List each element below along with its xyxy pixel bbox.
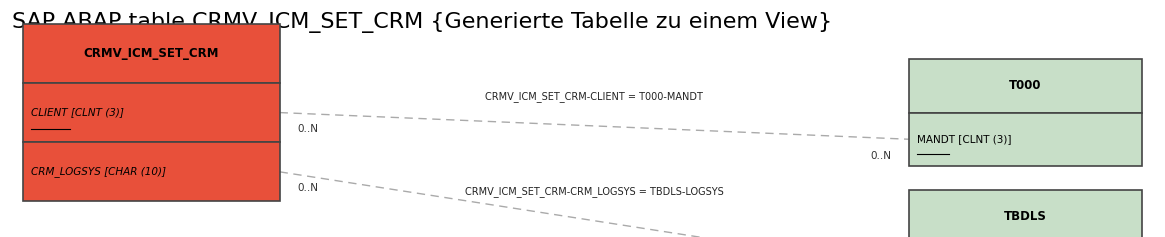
Text: 0..N: 0..N [297, 183, 318, 193]
Text: 0..N: 0..N [297, 124, 318, 134]
FancyBboxPatch shape [23, 24, 280, 83]
FancyBboxPatch shape [909, 59, 1142, 113]
Text: T000: T000 [1009, 79, 1042, 92]
FancyBboxPatch shape [23, 83, 280, 142]
Text: CRM_LOGSYS [CHAR (10)]: CRM_LOGSYS [CHAR (10)] [31, 166, 167, 177]
Text: 0..N: 0..N [870, 151, 891, 161]
FancyBboxPatch shape [909, 113, 1142, 166]
Text: TBDLS: TBDLS [1004, 210, 1046, 223]
FancyBboxPatch shape [909, 190, 1142, 237]
Text: CRMV_ICM_SET_CRM-CLIENT = T000-MANDT: CRMV_ICM_SET_CRM-CLIENT = T000-MANDT [485, 91, 704, 102]
Text: CRMV_ICM_SET_CRM: CRMV_ICM_SET_CRM [84, 47, 219, 60]
Text: CLIENT [CLNT (3)]: CLIENT [CLNT (3)] [31, 108, 125, 118]
Text: CRMV_ICM_SET_CRM-CRM_LOGSYS = TBDLS-LOGSYS: CRMV_ICM_SET_CRM-CRM_LOGSYS = TBDLS-LOGS… [465, 186, 723, 197]
Text: SAP ABAP table CRMV_ICM_SET_CRM {Generierte Tabelle zu einem View}: SAP ABAP table CRMV_ICM_SET_CRM {Generie… [12, 12, 832, 33]
FancyBboxPatch shape [23, 142, 280, 201]
Text: MANDT [CLNT (3)]: MANDT [CLNT (3)] [917, 134, 1011, 144]
